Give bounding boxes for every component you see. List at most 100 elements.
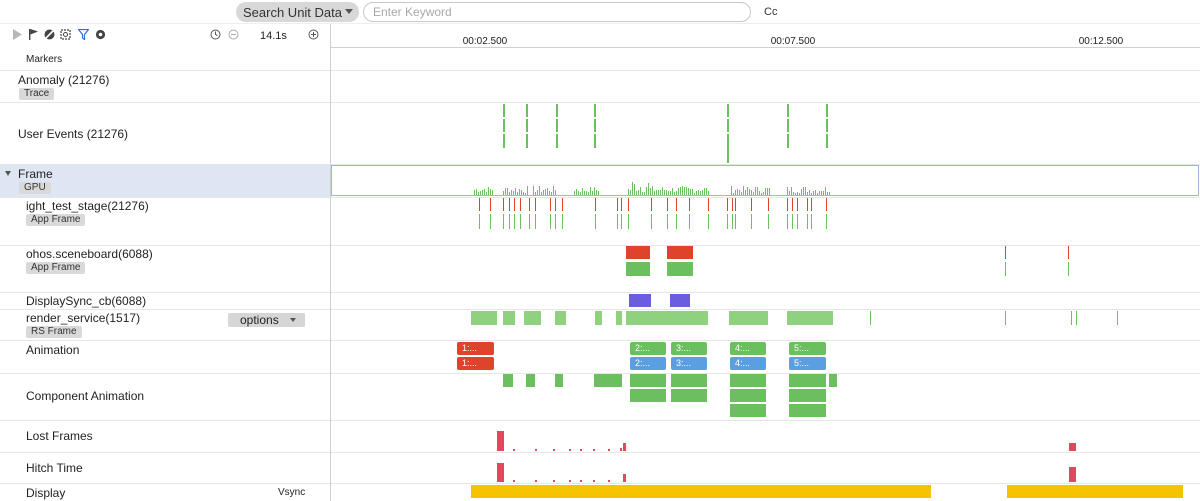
gpu-spike[interactable] bbox=[817, 193, 818, 195]
gpu-spike[interactable] bbox=[584, 191, 585, 195]
gpu-spike[interactable] bbox=[586, 191, 587, 195]
gpu-spike[interactable] bbox=[704, 188, 705, 195]
gpu-spike[interactable] bbox=[769, 188, 770, 195]
lost-frame-bar[interactable] bbox=[569, 449, 571, 451]
gpu-spike[interactable] bbox=[827, 192, 828, 195]
app-frame-mark[interactable] bbox=[550, 198, 551, 211]
gpu-spike[interactable] bbox=[594, 187, 595, 195]
app-frame-mark[interactable] bbox=[1005, 262, 1006, 276]
gpu-spike[interactable] bbox=[674, 192, 675, 195]
gpu-spike[interactable] bbox=[811, 193, 812, 195]
display-sync-mark[interactable] bbox=[635, 294, 637, 307]
display-sync-mark[interactable] bbox=[680, 294, 682, 307]
app-frame-mark[interactable] bbox=[811, 198, 812, 211]
vsync-mark[interactable] bbox=[1165, 485, 1167, 498]
app-frame-mark[interactable] bbox=[683, 262, 685, 276]
rs-frame-block[interactable] bbox=[503, 311, 515, 325]
app-frame-mark[interactable] bbox=[555, 198, 556, 211]
gpu-spike[interactable] bbox=[521, 190, 522, 195]
gpu-spike[interactable] bbox=[535, 192, 536, 195]
vsync-mark[interactable] bbox=[913, 485, 915, 498]
clock-icon[interactable] bbox=[210, 29, 221, 40]
app-frame-mark[interactable] bbox=[509, 214, 510, 229]
app-frame-mark[interactable] bbox=[687, 246, 689, 259]
gpu-spike[interactable] bbox=[636, 191, 637, 195]
gpu-spike[interactable] bbox=[686, 187, 687, 195]
hitch-time-bar[interactable] bbox=[580, 480, 582, 482]
app-frame-mark[interactable] bbox=[797, 198, 798, 211]
app-frame-mark[interactable] bbox=[797, 214, 798, 229]
app-frame-mark[interactable] bbox=[644, 246, 646, 259]
vsync-mark[interactable] bbox=[1125, 485, 1127, 498]
gpu-spike[interactable] bbox=[628, 189, 629, 195]
gpu-spike[interactable] bbox=[539, 186, 540, 195]
gpu-spike[interactable] bbox=[825, 187, 826, 195]
user-event-mark[interactable] bbox=[787, 119, 789, 132]
app-frame-mark[interactable] bbox=[681, 262, 683, 276]
gpu-spike[interactable] bbox=[797, 192, 798, 195]
app-frame-mark[interactable] bbox=[628, 246, 630, 259]
display-sync-mark[interactable] bbox=[637, 294, 639, 307]
gpu-spike[interactable] bbox=[545, 189, 546, 195]
app-frame-mark[interactable] bbox=[550, 214, 551, 229]
vsync-mark[interactable] bbox=[1179, 485, 1181, 498]
app-frame-mark[interactable] bbox=[792, 214, 793, 229]
component-animation-slice[interactable] bbox=[789, 374, 826, 387]
gpu-spike[interactable] bbox=[634, 184, 635, 195]
vsync-mark[interactable] bbox=[1171, 485, 1173, 498]
app-frame-mark[interactable] bbox=[636, 262, 638, 276]
app-frame-mark[interactable] bbox=[1005, 246, 1006, 259]
vsync-mark[interactable] bbox=[905, 485, 907, 498]
app-frame-mark[interactable] bbox=[617, 214, 618, 229]
app-frame-mark[interactable] bbox=[689, 262, 691, 276]
match-case-toggle[interactable]: Cc bbox=[764, 6, 778, 18]
user-event-mark[interactable] bbox=[526, 134, 528, 148]
app-frame-mark[interactable] bbox=[1068, 262, 1069, 276]
gpu-spike[interactable] bbox=[799, 193, 800, 195]
app-frame-mark[interactable] bbox=[727, 214, 728, 229]
gpu-spike[interactable] bbox=[482, 190, 483, 195]
vsync-mark[interactable] bbox=[1161, 485, 1163, 498]
vsync-mark[interactable] bbox=[899, 485, 901, 498]
gpu-spike[interactable] bbox=[664, 190, 665, 195]
gpu-spike[interactable] bbox=[484, 189, 485, 195]
vsync-mark[interactable] bbox=[1169, 485, 1171, 498]
display-sync-mark[interactable] bbox=[631, 294, 633, 307]
app-frame-mark[interactable] bbox=[768, 214, 769, 229]
vsync-mark[interactable] bbox=[1093, 485, 1095, 498]
vsync-mark[interactable] bbox=[911, 485, 913, 498]
gpu-spike[interactable] bbox=[821, 191, 822, 195]
app-frame-mark[interactable] bbox=[503, 214, 504, 229]
vsync-mark[interactable] bbox=[1095, 485, 1097, 498]
gpu-spike[interactable] bbox=[763, 192, 764, 195]
gpu-spike[interactable] bbox=[507, 188, 508, 195]
rs-frame-mark[interactable] bbox=[870, 311, 871, 325]
user-event-mark[interactable] bbox=[594, 104, 596, 117]
rs-frame-block[interactable] bbox=[555, 311, 566, 325]
gpu-spike[interactable] bbox=[642, 192, 643, 195]
app-frame-mark[interactable] bbox=[555, 214, 556, 229]
display-sync-mark[interactable] bbox=[643, 294, 645, 307]
app-frame-mark[interactable] bbox=[535, 214, 536, 229]
panel-divider[interactable] bbox=[330, 24, 331, 501]
vsync-mark[interactable] bbox=[877, 485, 879, 498]
gpu-spike[interactable] bbox=[576, 189, 577, 195]
vsync-mark[interactable] bbox=[1117, 485, 1119, 498]
capture-icon[interactable] bbox=[60, 29, 71, 40]
app-frame-mark[interactable] bbox=[691, 246, 693, 259]
app-frame-mark[interactable] bbox=[628, 214, 629, 229]
component-animation-slice[interactable] bbox=[526, 374, 535, 387]
gpu-spike[interactable] bbox=[590, 187, 591, 195]
gpu-spike[interactable] bbox=[747, 187, 748, 195]
display-sync-mark[interactable] bbox=[674, 294, 676, 307]
app-frame-mark[interactable] bbox=[490, 198, 491, 211]
app-frame-mark[interactable] bbox=[514, 198, 515, 211]
app-frame-mark[interactable] bbox=[787, 214, 788, 229]
user-event-mark[interactable] bbox=[594, 134, 596, 148]
gpu-spike[interactable] bbox=[533, 186, 534, 195]
component-animation-slice[interactable] bbox=[630, 374, 666, 387]
gpu-spike[interactable] bbox=[515, 188, 516, 195]
gpu-spike[interactable] bbox=[654, 191, 655, 195]
animation-slice[interactable]: 5:... bbox=[789, 357, 826, 370]
app-frame-mark[interactable] bbox=[677, 246, 679, 259]
